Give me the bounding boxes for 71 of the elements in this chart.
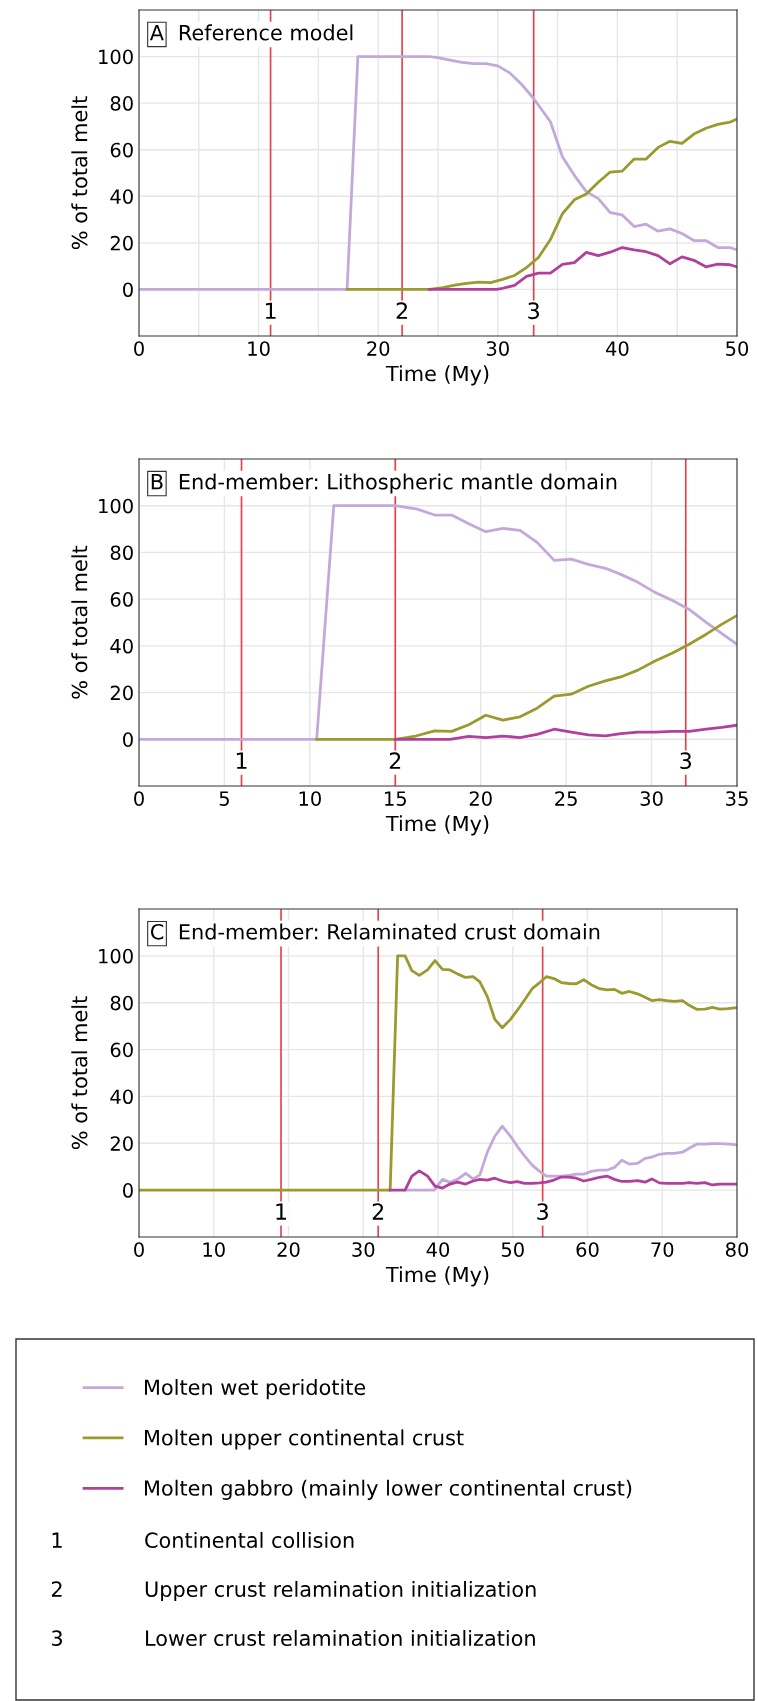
x-tick-label: 20 bbox=[469, 791, 492, 806]
y-tick-label: 60 bbox=[110, 592, 133, 607]
y-axis-title: % of total melt bbox=[71, 96, 88, 250]
x-tick-label: 30 bbox=[486, 341, 509, 356]
y-tick-label: 100 bbox=[99, 498, 133, 514]
y-axis-title: % of total melt bbox=[71, 545, 88, 699]
x-tick-label: 5 bbox=[219, 791, 229, 806]
text: End-member: Lithospheric mantle domain bbox=[179, 473, 617, 494]
text: End-member: Relaminated crust domain bbox=[179, 923, 600, 940]
legend-label: Molten upper continental crust bbox=[145, 1429, 464, 1450]
x-tick-label: 0 bbox=[134, 1242, 144, 1257]
y-tick-label: 0 bbox=[123, 1183, 133, 1198]
y-tick-label: 40 bbox=[110, 1089, 133, 1105]
text: Lower crust relamination initialization bbox=[146, 1629, 535, 1647]
x-tick-label: 10 bbox=[299, 791, 321, 806]
x-tick-label: 50 bbox=[501, 1242, 524, 1257]
y-tick-label: 20 bbox=[110, 685, 133, 701]
text: 3 bbox=[51, 1630, 62, 1647]
y-tick-label: 20 bbox=[110, 1136, 133, 1151]
y-tick-label: 100 bbox=[99, 948, 133, 964]
annotation: 1 bbox=[236, 752, 247, 769]
y-tick-label: 20 bbox=[110, 235, 133, 251]
annotation: 3 bbox=[680, 752, 692, 770]
annotation: 2 bbox=[372, 1203, 384, 1220]
x-axis-title: Time (My) bbox=[385, 1266, 489, 1287]
x-tick-label: 60 bbox=[576, 1242, 599, 1257]
text: 2 bbox=[51, 1581, 62, 1597]
x-tick-label: 35 bbox=[726, 791, 748, 806]
x-tick-label: 30 bbox=[352, 1242, 375, 1257]
x-tick-label: 0 bbox=[134, 791, 144, 806]
y-tick-label: 60 bbox=[110, 1042, 133, 1058]
y-tick-label: 80 bbox=[110, 995, 133, 1011]
y-tick-label: 40 bbox=[110, 638, 133, 654]
legend-label: Molten gabbro (mainly lower continental crust) bbox=[145, 1479, 632, 1500]
x-tick-label: 20 bbox=[277, 1242, 300, 1257]
legend-label: Molten wet peridotite bbox=[145, 1379, 366, 1400]
x-tick-label: 0 bbox=[134, 341, 144, 356]
y-tick-label: 100 bbox=[99, 49, 133, 65]
annotation: B bbox=[151, 474, 163, 490]
text: Upper crust relamination initialization bbox=[145, 1580, 536, 1602]
x-tick-label: 50 bbox=[726, 341, 749, 356]
annotation: 3 bbox=[537, 1203, 548, 1221]
y-tick-label: 80 bbox=[110, 96, 133, 111]
y-tick-label: 0 bbox=[123, 732, 133, 747]
x-tick-label: 70 bbox=[651, 1242, 674, 1257]
x-tick-label: 40 bbox=[426, 1242, 450, 1257]
y-tick-label: 0 bbox=[123, 282, 133, 298]
text: Reference model bbox=[179, 24, 353, 41]
annotation: C bbox=[150, 923, 164, 940]
x-tick-label: 10 bbox=[203, 1242, 225, 1257]
y-tick-label: 40 bbox=[110, 189, 133, 204]
annotation: 3 bbox=[528, 302, 539, 320]
text: Continental collision bbox=[145, 1531, 354, 1549]
x-axis-title: Time (My) bbox=[385, 815, 489, 836]
annotation: 1 bbox=[265, 302, 276, 319]
y-tick-label: 60 bbox=[110, 142, 133, 158]
text: 1 bbox=[52, 1532, 62, 1548]
x-tick-label: 80 bbox=[725, 1242, 749, 1257]
annotation: 2 bbox=[396, 302, 407, 319]
y-tick-label: 80 bbox=[110, 545, 133, 561]
x-tick-label: 20 bbox=[367, 341, 390, 356]
x-axis-title: Time (My) bbox=[385, 365, 489, 386]
x-tick-label: 15 bbox=[385, 791, 406, 806]
y-axis-title: % of total melt bbox=[71, 996, 88, 1150]
annotation: 2 bbox=[389, 752, 401, 769]
x-tick-label: 10 bbox=[248, 341, 270, 356]
annotation: 1 bbox=[276, 1203, 287, 1220]
x-tick-label: 30 bbox=[640, 791, 663, 806]
x-tick-label: 40 bbox=[605, 341, 629, 356]
x-tick-label: 25 bbox=[555, 791, 577, 806]
annotation: A bbox=[149, 25, 164, 41]
